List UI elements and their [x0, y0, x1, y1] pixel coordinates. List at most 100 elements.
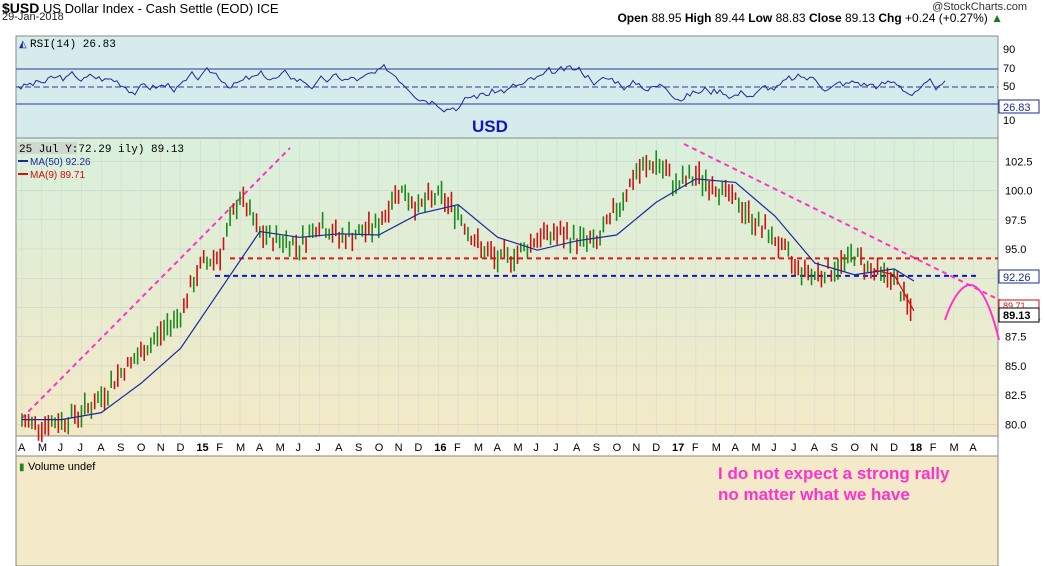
- x-tick-label: F: [692, 442, 699, 454]
- x-tick-label: M: [751, 442, 760, 454]
- x-tick-label: M: [514, 442, 523, 454]
- x-tick-label: M: [38, 442, 47, 454]
- y-tick-label: 97.5: [1005, 215, 1026, 227]
- open-value: 88.95: [651, 11, 682, 25]
- x-tick-label: 17: [672, 442, 684, 454]
- x-tick-label: M: [950, 442, 959, 454]
- ma50-badge-box: [998, 269, 1040, 284]
- x-tick-label: J: [77, 442, 83, 454]
- x-tick-label: A: [256, 442, 264, 454]
- low-label: Low: [748, 11, 773, 25]
- x-tick-label: S: [593, 442, 600, 454]
- x-tick-label: N: [395, 442, 403, 454]
- y-tick-label: 85.0: [1005, 361, 1026, 373]
- price-bars: [21, 150, 912, 443]
- up-arrow-icon: ▲: [991, 11, 1003, 25]
- y-tick-label: 82.5: [1005, 390, 1026, 402]
- projection-curve: [944, 283, 1000, 341]
- ma50-line: [22, 178, 915, 421]
- x-tick-label: J: [533, 442, 539, 454]
- symbol: $USD: [2, 0, 40, 16]
- rsi-tick-70: 70: [1003, 63, 1015, 75]
- legend-ma50: MA(50) 92.26: [30, 157, 91, 168]
- support-lines: [215, 257, 998, 277]
- x-tick-label: N: [870, 442, 878, 454]
- chart-title: $USD US Dollar Index - Cash Settle (EOD)…: [2, 0, 279, 16]
- uptrend-line: [21, 147, 291, 419]
- rsi-label: RSI(14) 26.83: [30, 39, 116, 51]
- rsi-tick-50: 50: [1003, 81, 1015, 93]
- x-tick-label: 16: [434, 442, 446, 454]
- chart-date: 29-Jan-2018: [2, 11, 64, 23]
- x-tick-label: D: [652, 442, 660, 454]
- x-tick-label: A: [18, 442, 26, 454]
- x-tick-label: F: [454, 442, 461, 454]
- high-value: 89.44: [714, 11, 745, 25]
- x-tick-label: A: [811, 442, 819, 454]
- x-tick-label: D: [177, 442, 185, 454]
- x-tick-label: 18: [910, 442, 922, 454]
- x-tick-label: A: [969, 442, 977, 454]
- volume-icon: ▮: [19, 462, 25, 473]
- x-tick-label: O: [137, 442, 146, 454]
- x-tick-label: J: [791, 442, 797, 454]
- x-tick-label: N: [632, 442, 640, 454]
- x-tick-label: J: [771, 442, 777, 454]
- rsi-badge-box: [998, 99, 1040, 114]
- ma50-badge: 92.26: [1003, 272, 1031, 284]
- legend-line1: 25 Jul Y:72.29 ily) 89.13: [19, 144, 184, 156]
- x-tick-label: 15: [196, 442, 208, 454]
- legend-date-box: [17, 142, 77, 154]
- annotation-line1: I do not expect a strong rally: [718, 464, 950, 483]
- x-tick-label: O: [613, 442, 622, 454]
- x-tick-label: N: [157, 442, 165, 454]
- x-tick-label: M: [236, 442, 245, 454]
- x-tick-label: A: [97, 442, 105, 454]
- low-value: 88.83: [775, 11, 806, 25]
- downtrend-line: [683, 143, 1041, 321]
- close-label: Close: [808, 11, 842, 25]
- y-tick-label: 102.5: [1005, 156, 1033, 168]
- high-label: High: [684, 11, 712, 25]
- ohlc-readout: Open 88.95 High 89.44 Low 88.83 Close 89…: [617, 11, 1003, 25]
- brand-watermark: @StockCharts.com: [932, 1, 1027, 13]
- x-tick-label: A: [494, 442, 502, 454]
- rsi-tick-10: 10: [1003, 115, 1015, 127]
- legend-ma9: MA(9) 89.71: [30, 170, 85, 181]
- x-tick-label: S: [117, 442, 124, 454]
- rsi-line: [17, 63, 946, 113]
- x-tick-label: A: [573, 442, 581, 454]
- x-tick-label: F: [216, 442, 223, 454]
- close-badge-box: [998, 307, 1040, 323]
- description: US Dollar Index - Cash Settle (EOD): [42, 1, 254, 16]
- annotation-line2: no matter what we have: [718, 485, 910, 504]
- exchange: ICE: [256, 1, 279, 16]
- y-tick-label: 100.0: [1005, 186, 1033, 198]
- volume-label: Volume undef: [28, 461, 96, 473]
- x-tick-label: D: [890, 442, 898, 454]
- close-badge: 89.13: [1003, 310, 1031, 322]
- rsi-icon: ◭: [19, 39, 27, 50]
- ma9-badge: 89.71: [1003, 301, 1026, 311]
- open-label: Open: [617, 11, 649, 25]
- x-tick-label: A: [335, 442, 343, 454]
- y-tick-label: 87.5: [1005, 332, 1026, 344]
- x-axis: A M J J A S O N D 15 F M A M J J A S O N D 16 F M A M J J A S O N D 17 F M A…: [18, 138, 977, 454]
- x-tick-label: M: [712, 442, 721, 454]
- x-tick-label: J: [58, 442, 64, 454]
- x-tick-label: J: [553, 442, 559, 454]
- price-panel: [15, 137, 999, 437]
- y-tick-label: 95.0: [1005, 244, 1026, 256]
- x-tick-label: F: [930, 442, 937, 454]
- x-tick-label: A: [732, 442, 740, 454]
- rsi-annotation: USD: [472, 117, 508, 136]
- x-tick-label: O: [850, 442, 859, 454]
- rsi-tick-90: 90: [1003, 44, 1015, 56]
- x-tick-label: J: [295, 442, 301, 454]
- volume-panel: [15, 455, 999, 566]
- chg-value: +0.24 (+0.27%): [905, 11, 988, 25]
- y-tick-label: 80.0: [1005, 419, 1026, 431]
- x-tick-label: M: [474, 442, 483, 454]
- rsi-badge: 26.83: [1003, 102, 1031, 114]
